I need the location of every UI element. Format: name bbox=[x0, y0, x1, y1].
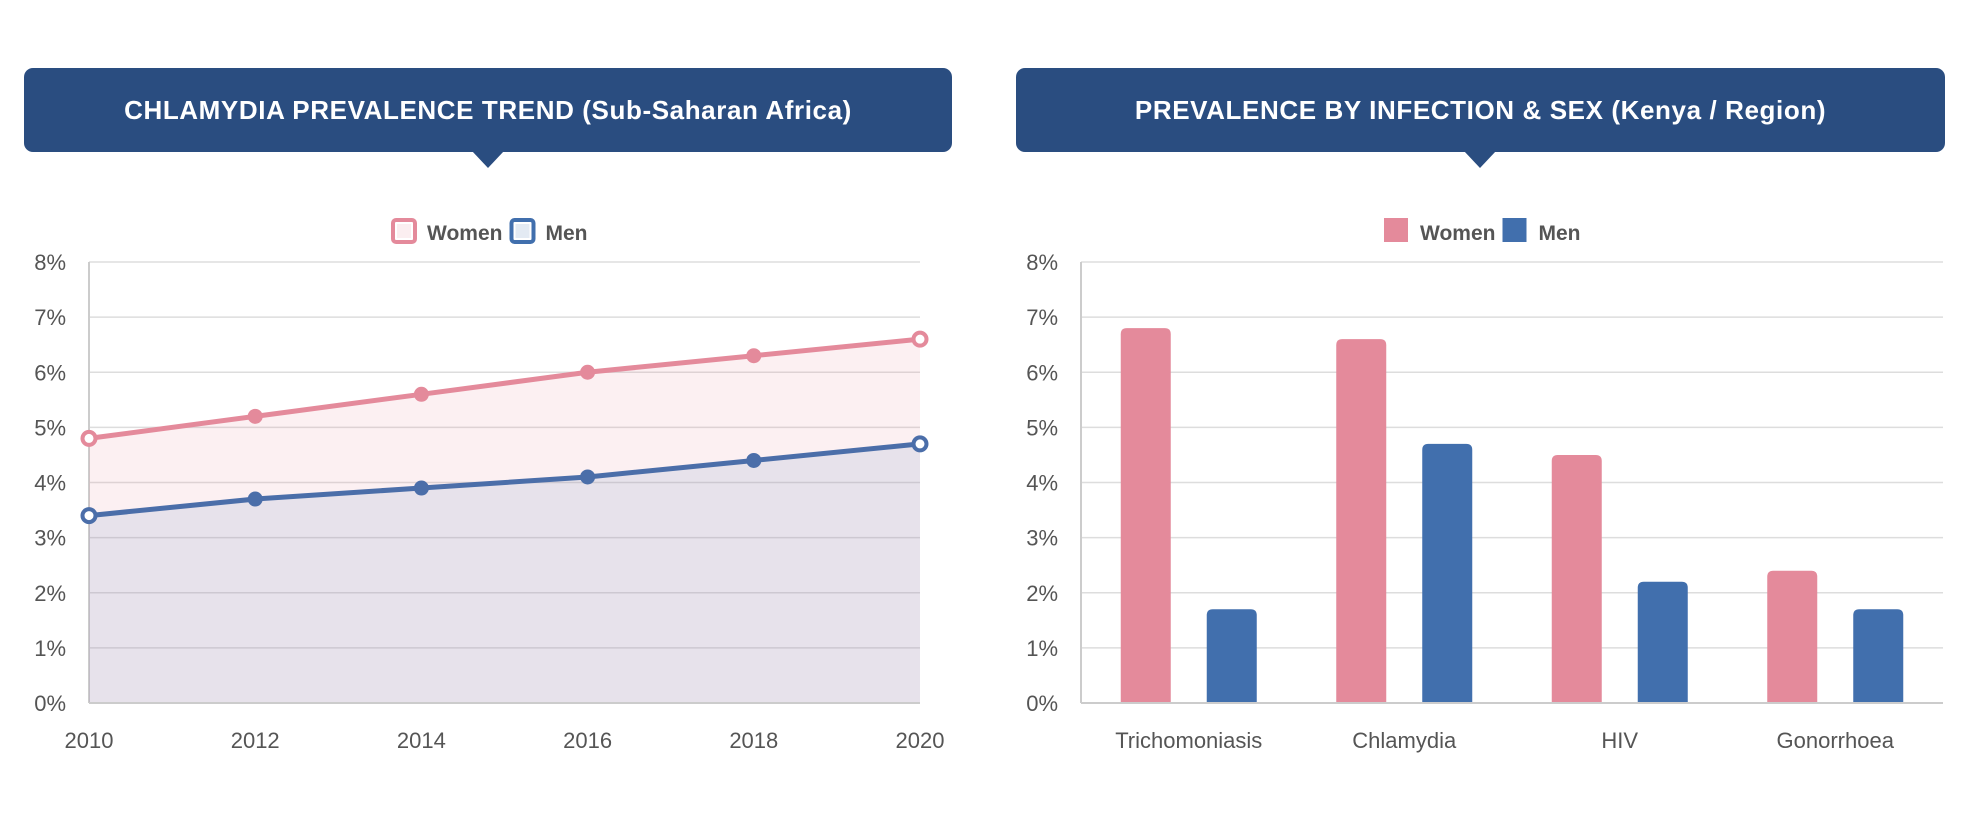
men-point bbox=[80, 507, 98, 525]
legend-label-men: Men bbox=[546, 222, 588, 245]
women-point bbox=[247, 408, 263, 424]
legend-swatch-women bbox=[1384, 218, 1408, 242]
y-tick-label: 2% bbox=[34, 581, 66, 606]
bar-chart-panel: PREVALENCE BY INFECTION & SEX (Kenya / R… bbox=[983, 0, 1966, 820]
y-tick-label: 0% bbox=[34, 691, 66, 716]
x-tick-label: 2014 bbox=[397, 728, 446, 753]
trend-chart-plot: Women Men 0% 1% 2% 3% 4% 5% 6% 7% 8% 2010 2012 2014 20… bbox=[34, 218, 945, 753]
y-tick-label: 4% bbox=[34, 471, 66, 496]
y-tick-label: 6% bbox=[1026, 360, 1058, 385]
bar-chart-banner: PREVALENCE BY INFECTION & SEX (Kenya / R… bbox=[1016, 68, 1945, 168]
legend-swatch-men bbox=[1502, 218, 1527, 242]
banner-pointer bbox=[472, 151, 504, 168]
banner-pointer bbox=[1464, 151, 1496, 168]
bar-men-chlamydia bbox=[1422, 443, 1473, 703]
men-point bbox=[247, 491, 263, 507]
y-tick-label: 7% bbox=[34, 305, 66, 330]
trend-chart-title: CHLAMYDIA PREVALENCE TREND (Sub-Saharan … bbox=[124, 94, 852, 125]
legend-label-men: Men bbox=[1539, 222, 1581, 245]
trend-chart-panel: CHLAMYDIA PREVALENCE TREND (Sub-Saharan … bbox=[24, 68, 952, 753]
women-series-line bbox=[88, 336, 921, 441]
bar-chart-plot: Women Men 0% 1% 2% 3% 4% 5% 6% 7% 8% Trichomoniasis… bbox=[1026, 218, 1943, 753]
x-tick-label: Chlamydia bbox=[1352, 728, 1457, 753]
women-point bbox=[580, 364, 596, 380]
y-tick-label: 6% bbox=[34, 360, 66, 385]
y-tick-label: 5% bbox=[34, 415, 66, 440]
x-tick-label: 2016 bbox=[563, 728, 612, 753]
legend-swatch-men bbox=[509, 218, 536, 244]
y-tick-label: 5% bbox=[1026, 415, 1058, 440]
legend-swatch-women bbox=[391, 218, 417, 244]
women-point bbox=[413, 386, 429, 402]
bar-chart-title: PREVALENCE BY INFECTION & SEX (Kenya / R… bbox=[1134, 94, 1827, 125]
y-tick-label: 3% bbox=[34, 526, 66, 551]
x-tick-label: 2010 bbox=[65, 728, 114, 753]
women-point bbox=[746, 348, 762, 364]
x-tick-label: 2020 bbox=[896, 728, 945, 753]
x-tick-label: 2018 bbox=[729, 728, 778, 753]
x-tick-label: Trichomoniasis bbox=[1115, 728, 1262, 753]
legend-label-women: Women bbox=[427, 222, 502, 245]
women-point bbox=[911, 330, 929, 348]
legend-label-women: Women bbox=[1420, 222, 1495, 245]
trend-chart-banner: CHLAMYDIA PREVALENCE TREND (Sub-Saharan … bbox=[24, 68, 952, 168]
y-tick-label: 4% bbox=[1026, 471, 1058, 496]
bar-women-chlamydia bbox=[1336, 339, 1387, 703]
men-point bbox=[580, 469, 596, 485]
y-tick-label: 0% bbox=[1026, 691, 1058, 716]
men-area bbox=[89, 443, 920, 703]
men-point bbox=[746, 452, 762, 468]
y-tick-label: 1% bbox=[1026, 636, 1058, 661]
bar-men-gonorrhoea bbox=[1853, 609, 1904, 703]
legend-swatch-fill bbox=[397, 224, 411, 238]
y-tick-label: 7% bbox=[1026, 305, 1058, 330]
x-tick-label: HIV bbox=[1601, 728, 1638, 753]
bar-women-hiv bbox=[1551, 454, 1602, 703]
y-tick-label: 2% bbox=[1026, 581, 1058, 606]
bar-women-trichomoniasis bbox=[1120, 328, 1171, 703]
y-tick-label: 1% bbox=[34, 636, 66, 661]
x-tick-label: Gonorrhoea bbox=[1777, 728, 1895, 753]
men-point bbox=[413, 480, 429, 496]
men-series-line bbox=[88, 441, 921, 519]
bar-women-gonorrhoea bbox=[1767, 570, 1818, 703]
women-area bbox=[89, 339, 920, 516]
x-tick-label: 2012 bbox=[231, 728, 280, 753]
bar-men-trichomoniasis bbox=[1206, 609, 1257, 703]
y-tick-label: 8% bbox=[1026, 250, 1058, 275]
bar-men-hiv bbox=[1637, 581, 1688, 703]
y-tick-label: 3% bbox=[1026, 526, 1058, 551]
legend-swatch-fill bbox=[515, 224, 530, 238]
women-point bbox=[80, 429, 98, 447]
y-tick-label: 8% bbox=[34, 250, 66, 275]
men-point bbox=[911, 435, 929, 453]
